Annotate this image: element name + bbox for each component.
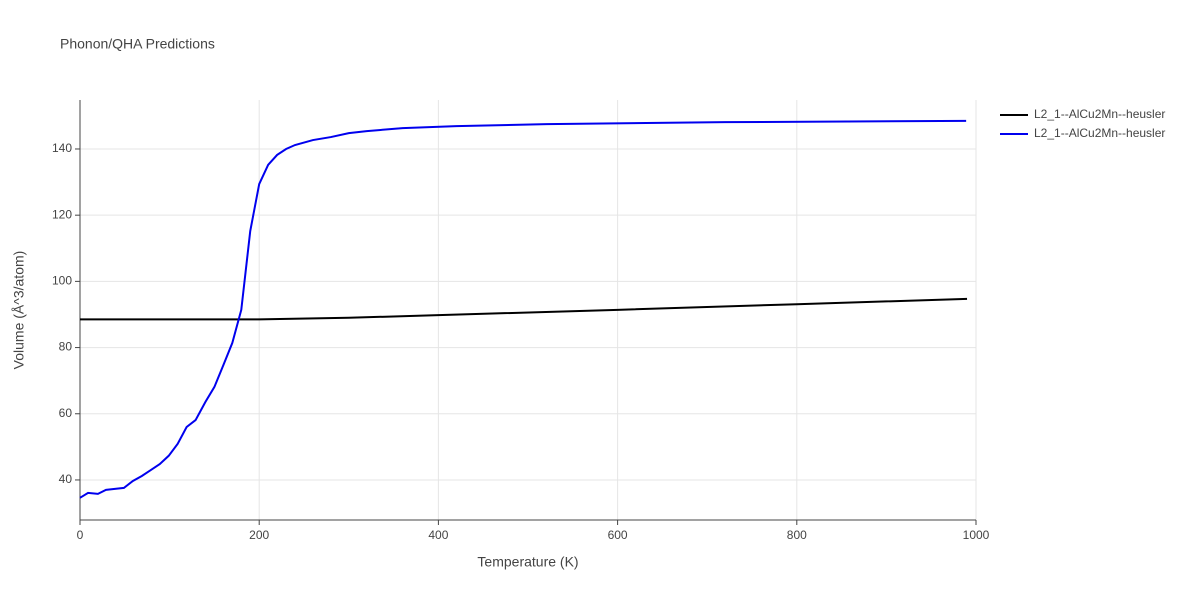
x-tick-label: 0 <box>77 528 84 542</box>
x-tick-label: 600 <box>608 528 628 542</box>
x-tick-label: 200 <box>249 528 269 542</box>
y-tick-label: 100 <box>52 274 72 288</box>
chart-title: Phonon/QHA Predictions <box>60 36 215 52</box>
x-tick-label: 400 <box>428 528 448 542</box>
y-axis-title: Volume (Å^3/atom) <box>11 251 27 370</box>
y-tick-label: 120 <box>52 207 72 221</box>
x-tick-label: 1000 <box>963 528 990 542</box>
y-tick-label: 60 <box>59 406 73 420</box>
series-line <box>79 119 967 499</box>
x-axis-title: Temperature (K) <box>477 554 578 570</box>
y-tick-label: 140 <box>52 141 72 155</box>
series-line <box>80 297 968 321</box>
legend-label: L2_1--AlCu2Mn--heusler <box>1034 107 1165 121</box>
legend-label: L2_1--AlCu2Mn--heusler <box>1034 126 1165 140</box>
x-tick-label: 800 <box>787 528 807 542</box>
y-tick-label: 80 <box>59 340 73 354</box>
y-tick-label: 40 <box>59 472 73 486</box>
